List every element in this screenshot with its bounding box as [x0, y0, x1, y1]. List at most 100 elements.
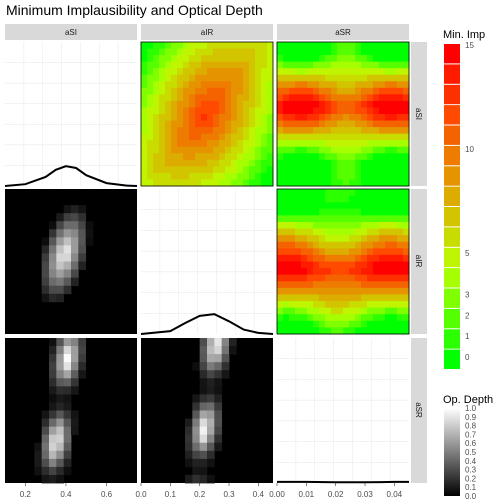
- implausibility-cell: [331, 166, 338, 174]
- implausibility-cell: [307, 127, 314, 135]
- implausibility-cell: [237, 87, 244, 95]
- implausibility-cell: [355, 94, 362, 102]
- optical-depth-cell: [49, 293, 57, 303]
- optical-depth-cell: [71, 253, 79, 262]
- implausibility-cell: [267, 48, 274, 56]
- implausibility-cell: [277, 127, 284, 135]
- implausibility-cell: [337, 301, 344, 309]
- implausibility-cell: [379, 68, 386, 76]
- implausibility-cell: [343, 179, 350, 187]
- implausibility-cell: [307, 68, 314, 76]
- implausibility-cell: [177, 100, 184, 108]
- implausibility-cell: [189, 179, 196, 187]
- implausibility-cell: [397, 294, 404, 302]
- implausibility-cell: [313, 120, 320, 128]
- implausibility-cell: [249, 61, 256, 69]
- implausibility-cell: [267, 166, 274, 174]
- implausibility-cell: [349, 202, 356, 210]
- optical-depth-cell: [56, 466, 65, 476]
- implausibility-cell: [385, 235, 392, 243]
- implausibility-cell: [379, 320, 386, 328]
- implausibility-cell: [397, 320, 404, 328]
- implausibility-cell: [313, 281, 320, 289]
- implausibility-cell: [267, 74, 274, 82]
- implausibility-cell: [319, 248, 326, 256]
- implausibility-cell: [343, 241, 350, 249]
- implausibility-cell: [153, 61, 160, 69]
- implausibility-cell: [301, 228, 308, 236]
- implausibility-cell: [337, 320, 344, 328]
- implausibility-cell: [385, 254, 392, 262]
- optical-depth-cell: [214, 362, 223, 371]
- implausibility-cell: [373, 166, 380, 174]
- optical-depth-cell: [207, 354, 215, 363]
- optical-depth-cell: [63, 245, 72, 254]
- implausibility-cell: [319, 146, 326, 154]
- implausibility-cell: [289, 307, 296, 315]
- implausibility-cell: [289, 189, 296, 196]
- implausibility-cell: [249, 166, 256, 174]
- optical-depth-cell: [63, 213, 72, 222]
- legend-op-depth-label: 1.0: [465, 404, 477, 413]
- implausibility-cell: [343, 114, 350, 121]
- implausibility-cell: [249, 159, 256, 167]
- implausibility-cell: [277, 159, 284, 167]
- implausibility-cell: [373, 208, 380, 216]
- implausibility-cell: [349, 159, 356, 167]
- implausibility-cell: [379, 42, 386, 49]
- implausibility-cell: [295, 133, 302, 141]
- implausibility-cell: [343, 202, 350, 210]
- implausibility-cell: [337, 74, 344, 82]
- implausibility-cell: [349, 172, 356, 180]
- implausibility-cell: [225, 74, 232, 82]
- implausibility-cell: [283, 195, 290, 203]
- implausibility-cell: [295, 48, 302, 56]
- optical-depth-cell: [41, 269, 50, 279]
- implausibility-cell: [289, 287, 296, 295]
- optical-depth-cell: [49, 229, 57, 238]
- implausibility-cell: [337, 133, 344, 141]
- implausibility-cell: [319, 55, 326, 63]
- implausibility-cell: [213, 133, 220, 141]
- optical-depth-cell: [78, 221, 87, 230]
- implausibility-cell: [373, 281, 380, 289]
- implausibility-cell: [189, 153, 196, 161]
- implausibility-cell: [171, 61, 178, 69]
- implausibility-cell: [277, 268, 284, 276]
- implausibility-cell: [331, 94, 338, 102]
- implausibility-cell: [385, 294, 392, 302]
- implausibility-cell: [231, 74, 238, 82]
- implausibility-cell: [403, 153, 410, 161]
- implausibility-cell: [255, 74, 262, 82]
- implausibility-cell: [349, 87, 356, 95]
- implausibility-cell: [325, 61, 332, 69]
- implausibility-cell: [277, 114, 284, 121]
- implausibility-cell: [349, 274, 356, 282]
- implausibility-cell: [373, 68, 380, 76]
- implausibility-cell: [355, 294, 362, 302]
- implausibility-cell: [403, 254, 410, 262]
- implausibility-cell: [243, 94, 250, 102]
- implausibility-cell: [307, 166, 314, 174]
- implausibility-cell: [361, 42, 368, 49]
- implausibility-cell: [343, 140, 350, 148]
- implausibility-cell: [201, 61, 208, 69]
- implausibility-cell: [361, 146, 368, 154]
- implausibility-cell: [367, 235, 374, 243]
- optical-depth-cell: [49, 253, 57, 262]
- implausibility-cell: [201, 81, 208, 89]
- implausibility-cell: [153, 74, 160, 82]
- implausibility-cell: [307, 140, 314, 148]
- implausibility-cell: [313, 208, 320, 216]
- legend-op-depth-label: 0.1: [465, 483, 477, 492]
- implausibility-cell: [391, 314, 398, 322]
- implausibility-cell: [373, 140, 380, 148]
- implausibility-cell: [367, 159, 374, 167]
- legend-title-op-depth: Op. Depth: [443, 394, 493, 406]
- implausibility-cell: [225, 55, 232, 63]
- optical-depth-cell: [56, 221, 65, 230]
- implausibility-cell: [385, 172, 392, 180]
- optical-depth-cell: [49, 338, 57, 347]
- implausibility-cell: [313, 248, 320, 256]
